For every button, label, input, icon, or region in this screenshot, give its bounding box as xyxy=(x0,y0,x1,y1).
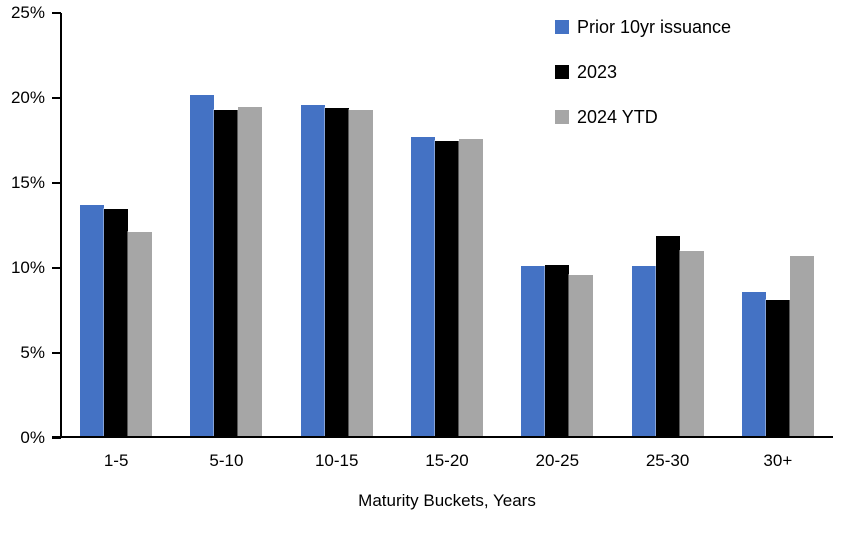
bar-2023 xyxy=(655,235,680,438)
bar-2024-ytd xyxy=(348,109,373,438)
bar-2023 xyxy=(435,140,459,438)
legend: Prior 10yr issuance 2023 2024 YTD xyxy=(555,16,731,151)
y-tick-label: 25% xyxy=(10,3,45,22)
y-tick-label: 10% xyxy=(10,258,45,277)
bar-2023 xyxy=(214,109,239,438)
bar-prior-10yr-issuance xyxy=(521,266,546,438)
bar-2023 xyxy=(324,108,349,438)
x-tick-label: 20-25 xyxy=(535,451,580,470)
y-tick-label: 5% xyxy=(20,343,45,362)
y-tick-label: 0% xyxy=(20,428,45,447)
bar-2024-ytd xyxy=(569,274,594,438)
y-axis-line xyxy=(60,13,62,438)
legend-label: 2024 YTD xyxy=(577,107,658,127)
bar-prior-10yr-issuance xyxy=(631,266,656,438)
y-tick-mark xyxy=(52,352,61,354)
x-tick-label: 1-5 xyxy=(103,451,129,470)
bar-2024-ytd xyxy=(238,106,263,438)
bar-2023 xyxy=(104,208,129,438)
legend-swatch-icon xyxy=(555,20,569,34)
legend-label: Prior 10yr issuance xyxy=(577,17,732,37)
legend-item-2024-ytd: 2024 YTD xyxy=(555,106,731,128)
bar-2024-ytd xyxy=(789,256,814,438)
bar-2024-ytd xyxy=(459,138,483,438)
bar-prior-10yr-issuance xyxy=(80,205,105,438)
x-axis-title: Maturity Buckets, Years xyxy=(358,491,536,510)
legend-swatch-icon xyxy=(555,65,569,79)
x-tick-label: 25-30 xyxy=(645,451,690,470)
bar-2023 xyxy=(545,264,570,438)
y-tick-mark xyxy=(52,437,61,439)
legend-item-prior-10yr-issuance: Prior 10yr issuance xyxy=(555,16,731,38)
bar-2024-ytd xyxy=(679,251,704,438)
x-tick-label: 15-20 xyxy=(425,451,469,470)
y-tick-mark xyxy=(52,182,61,184)
legend-swatch-icon xyxy=(555,110,569,124)
x-tick-label: 10-15 xyxy=(314,451,359,470)
y-tick-mark xyxy=(52,97,61,99)
bar-prior-10yr-issuance xyxy=(300,104,325,438)
legend-label: 2023 xyxy=(577,62,618,82)
x-tick-label: 30+ xyxy=(763,451,793,470)
bar-2024-ytd xyxy=(128,232,153,438)
y-tick-label: 15% xyxy=(10,173,45,192)
bar-prior-10yr-issuance xyxy=(190,94,215,438)
bar-prior-10yr-issuance xyxy=(741,291,766,438)
bar-prior-10yr-issuance xyxy=(411,137,435,438)
x-axis-line xyxy=(52,436,833,438)
legend-item-2023: 2023 xyxy=(555,61,731,83)
bar-2023 xyxy=(765,300,790,438)
y-tick-label: 20% xyxy=(10,88,45,107)
y-tick-mark xyxy=(52,12,61,14)
x-tick-label: 5-10 xyxy=(209,451,244,470)
y-tick-mark xyxy=(52,267,61,269)
